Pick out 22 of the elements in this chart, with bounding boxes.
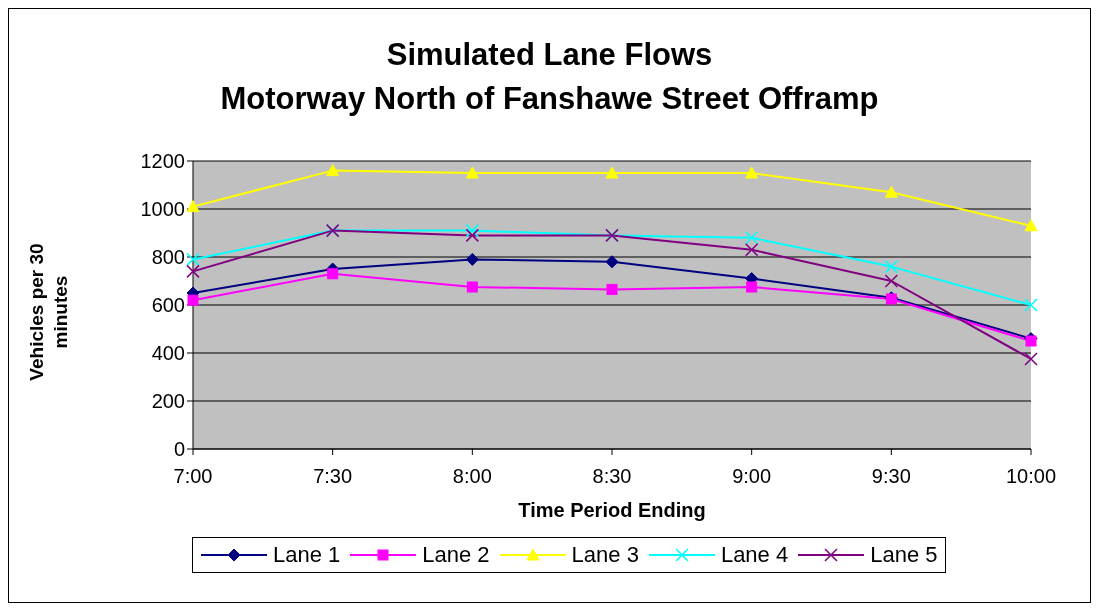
x-tick-label: 8:00 — [452, 465, 492, 488]
y-tick-label: 800 — [151, 246, 185, 269]
y-axis-title: Vehicles per 30 minutes — [25, 242, 72, 383]
y-tick-label: 1200 — [140, 150, 185, 173]
x-tick-label: 7:00 — [173, 465, 213, 488]
legend-label: Lane 3 — [571, 542, 639, 568]
x-axis-title: Time Period Ending — [517, 499, 707, 522]
y-tick-label: 0 — [173, 438, 185, 461]
y-tick-label: 400 — [151, 342, 185, 365]
y-tick-label: 1000 — [140, 198, 185, 221]
x-tick-label: 8:30 — [592, 465, 632, 488]
legend-label: Lane 4 — [720, 542, 789, 568]
x-tick-label: 10:00 — [1005, 465, 1057, 488]
x-tick-label: 7:30 — [313, 465, 353, 488]
legend-label: Lane 2 — [422, 542, 490, 568]
chart-title: Simulated Lane Flows Motorway North of Fanshawe Street Offramp — [219, 36, 880, 118]
y-tick-label: 600 — [151, 294, 185, 317]
x-tick-label: 9:00 — [732, 465, 772, 488]
y-tick-label: 200 — [151, 390, 185, 413]
x-tick-label: 9:30 — [871, 465, 911, 488]
legend-label: Lane 5 — [870, 542, 938, 568]
legend-label: Lane 1 — [273, 542, 341, 568]
